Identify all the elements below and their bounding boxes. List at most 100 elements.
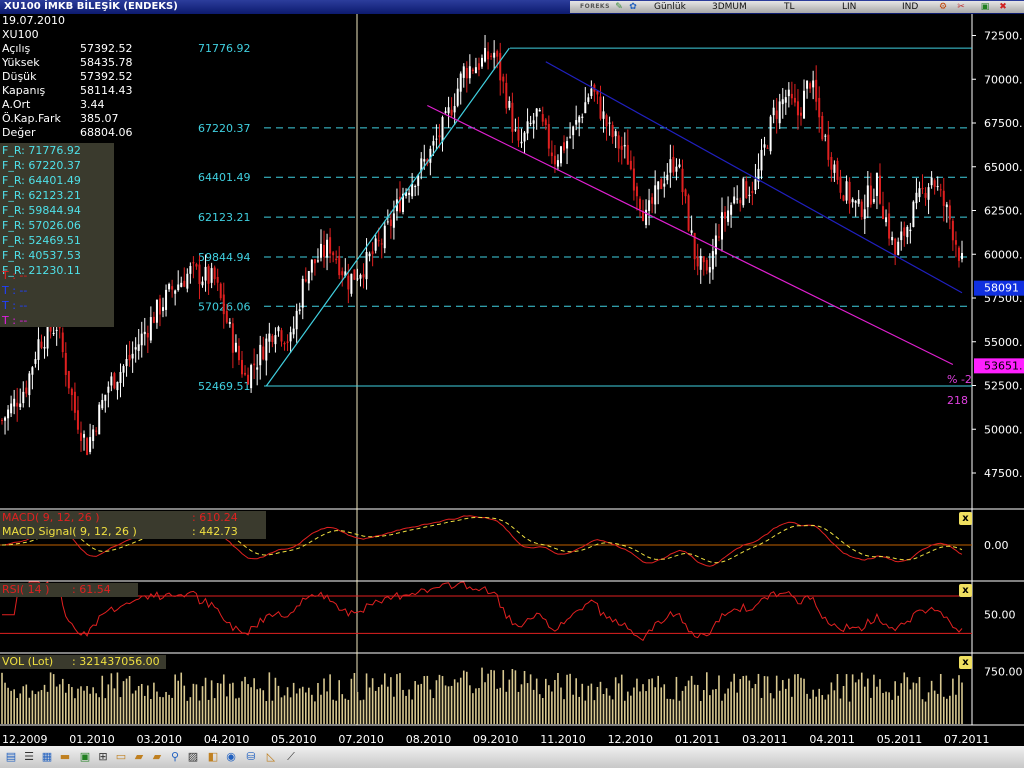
candle-up [289,332,292,342]
fib-box-item: F_R: 67220.37 [2,159,81,172]
chart-icon[interactable]: ▤ [5,750,17,763]
candle-down [158,298,161,315]
candle-down [878,175,881,204]
candle-down [70,388,73,396]
layout-icon[interactable]: ◧ [207,750,219,763]
candle-down [487,51,490,60]
candle-down [882,206,885,220]
info-value: 385.07 [80,112,119,125]
candle-up [468,66,471,79]
zoom-icon[interactable]: ⚲ [170,750,180,763]
candle-up [319,243,322,258]
rsi-close-button[interactable]: x [959,584,972,597]
image-icon[interactable]: ▨ [187,750,199,763]
candle-down [280,330,283,342]
candle-up [690,230,693,233]
candle-down [888,213,891,239]
globe-icon[interactable]: ✿ [629,2,637,12]
candle-up [277,327,280,332]
x-tick-label: 09.2010 [473,733,519,746]
pencil-icon[interactable]: ✎ [615,2,623,12]
period-select[interactable]: Günlük [654,2,686,12]
candle-up [326,239,329,258]
user-icon[interactable]: ◉ [226,750,236,763]
candle-up [845,181,848,201]
candle-up [608,122,611,124]
candle-up [736,198,739,200]
candle-up [854,200,857,203]
fib-level-label: 64401.49 [198,171,251,184]
alarm-icon[interactable]: ⚙ [938,2,948,12]
info-label: Düşük [2,70,37,83]
candle-down [821,116,824,140]
candle-up [174,290,177,294]
database-icon[interactable]: ⛁ [246,750,256,763]
candle-up [769,116,772,152]
candle-down [550,152,553,157]
vol-close-button[interactable]: x [959,656,972,669]
candle-down [253,363,256,366]
candle-up [711,251,714,270]
candle-up [274,335,277,345]
folder-icon[interactable]: ▬ [59,750,71,763]
candle-up [408,192,411,195]
export-icon[interactable]: ▰ [152,750,162,763]
draw-line-icon[interactable]: ⟋ [287,750,295,763]
y-tick-label: 65000. [984,161,1023,174]
document-icon[interactable]: ▦ [41,750,53,763]
window-title: XU100 İMKB BİLEŞİK (ENDEKS) [4,1,178,12]
candle-up [645,209,648,225]
candle-up [265,338,268,361]
candle-down [79,432,82,441]
candle-up [872,199,875,203]
line-chart-icon[interactable]: ◺ [266,750,276,763]
fib-box-item: F_R: 71776.92 [2,144,81,157]
candle-up [623,145,626,147]
template-icon[interactable]: ▰ [134,750,144,763]
candle-up [98,404,101,435]
cut-icon[interactable]: ✂ [957,2,965,12]
candle-down [751,191,754,194]
candle-down [338,255,341,276]
info-label: Yüksek [2,56,40,69]
macd-close-button[interactable]: x [959,512,972,525]
candle-up [420,158,423,172]
candle-down [629,160,632,170]
mode-select[interactable]: IND [902,2,919,12]
candle-up [168,283,171,290]
restore-icon[interactable]: ▣ [980,2,990,12]
x-tick-label: 11.2010 [540,733,586,746]
candle-up [614,131,617,137]
candle-up [569,136,572,138]
chart-canvas[interactable]: 71776.92 67220.37 64401.49 62123.21 59844.94… [0,14,1024,746]
print-icon[interactable]: ▭ [115,750,127,763]
candle-down [544,119,547,126]
price-tag [974,280,1024,296]
candle-up [137,344,140,351]
currency-select[interactable]: TL [784,2,795,12]
grid-icon[interactable]: ⊞ [98,750,108,763]
candle-up [204,266,207,281]
candle-up [116,381,119,391]
candle-up [875,172,878,196]
candle-up [806,80,809,89]
candle-up [663,183,666,187]
candle-down [271,335,274,343]
close-icon[interactable]: ✖ [999,2,1007,12]
candle-down [830,156,833,170]
candle-down [222,294,225,315]
candle-up [107,386,110,393]
candle-up [447,107,450,114]
candle-up [575,120,578,125]
candle-up [423,159,426,162]
chart-style-select[interactable]: 3DMUM [712,2,747,12]
save-icon[interactable]: ▣ [79,750,91,763]
candle-up [429,148,432,163]
candle-up [180,282,183,287]
list-icon[interactable]: ☰ [24,750,34,763]
candle-up [708,267,711,273]
candle-up [417,175,420,186]
candle-up [149,317,152,341]
candle-down [672,157,675,173]
scale-select[interactable]: LIN [842,2,857,12]
